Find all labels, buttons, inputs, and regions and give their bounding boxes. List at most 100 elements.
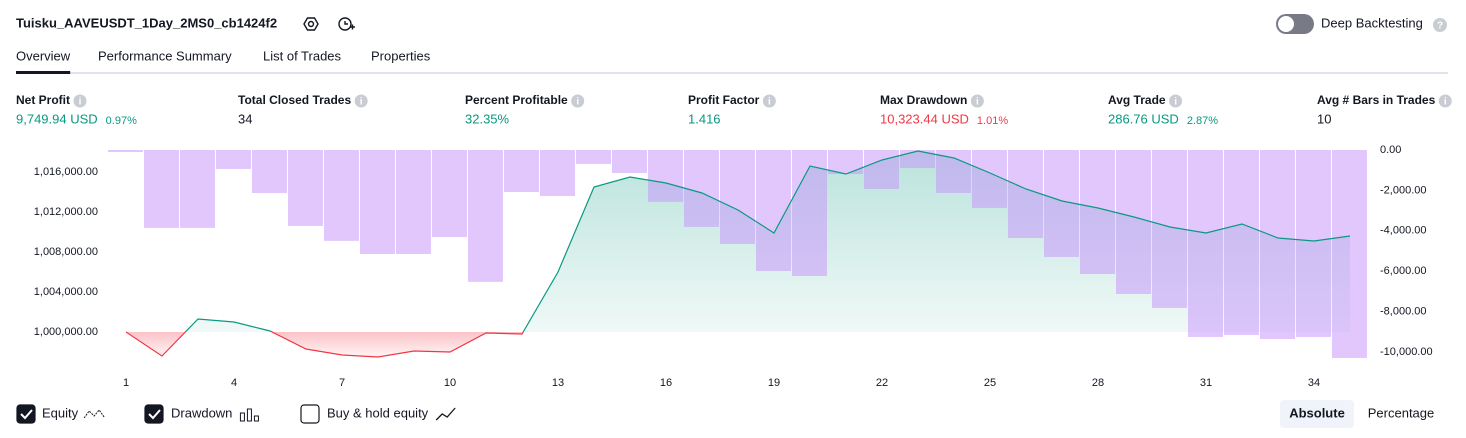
tab[interactable]: Performance Summary (98, 48, 232, 63)
checkbox[interactable] (16, 404, 36, 424)
info-icon[interactable] (354, 94, 368, 108)
toggle-label: Deep Backtesting (1321, 15, 1423, 30)
drawdown-bar (684, 150, 719, 227)
metric-label: Percent Profitable (465, 93, 568, 107)
equity-icon (83, 409, 105, 419)
mode-percentage[interactable]: Percentage (1368, 405, 1435, 420)
drawdown-bar (324, 150, 359, 241)
legend-drawdown: Drawdown (171, 405, 232, 420)
equity-line (125, 150, 1351, 358)
tab-active-underline (16, 71, 71, 74)
drawdown-bar (720, 150, 755, 244)
drawdown-bar (288, 150, 323, 226)
drawdown-bar (396, 150, 431, 254)
tab[interactable]: List of Trades (263, 48, 342, 63)
info-icon[interactable] (571, 94, 585, 108)
y-tick-label: 1,004,000.00 (34, 286, 98, 298)
y-tick-label: 1,000,000.00 (34, 326, 98, 338)
buy-hold-icon (435, 407, 456, 421)
drawdown-bar (648, 150, 683, 202)
x-tick-label: 28 (1092, 377, 1104, 389)
y2-tick-label: -6,000.00 (1380, 265, 1426, 277)
info-icon[interactable] (762, 94, 776, 108)
checkmark (20, 409, 33, 420)
y2-tick-label: -10,000.00 (1380, 346, 1433, 358)
checkbox[interactable] (300, 404, 320, 424)
drawdown-bar (1332, 150, 1367, 358)
drawdown-bar (936, 150, 971, 194)
drawdown-bar (828, 150, 863, 175)
info-glyph: i (768, 97, 771, 108)
tab[interactable]: Properties (371, 48, 431, 63)
metric-percent: 0.97% (106, 115, 137, 127)
drawdown-bar (216, 150, 251, 169)
metric-label: Net Profit (16, 93, 70, 107)
metric-percent: 1.01% (977, 115, 1008, 127)
settings-icon[interactable] (303, 17, 319, 31)
mode-active-bg[interactable] (1280, 400, 1354, 428)
drawdown-icon (239, 412, 245, 422)
drawdown-bar (468, 150, 503, 282)
metric-value: 286.76 USD (1108, 111, 1179, 126)
x-tick-label: 19 (768, 377, 780, 389)
drawdown-bar (1188, 150, 1223, 337)
info-glyph: i (576, 97, 579, 108)
y-tick-label: 1,016,000.00 (34, 166, 98, 178)
metric-value: 9,749.94 USD (16, 111, 98, 126)
metric-label: Avg Trade (1108, 93, 1166, 107)
drawdown-bar (108, 150, 143, 153)
x-tick-label: 34 (1308, 377, 1320, 389)
drawdown-bar (252, 150, 287, 194)
help-icon[interactable] (1433, 18, 1447, 32)
legend-buy-hold: Buy & hold equity (327, 405, 429, 420)
metric-value: 34 (238, 111, 252, 126)
metric-value: 10 (1317, 111, 1331, 126)
x-tick-label: 25 (984, 377, 996, 389)
y2-tick-label: -8,000.00 (1380, 305, 1426, 317)
drawdown-bar (540, 150, 575, 197)
help-icon-glyph: ? (1437, 21, 1443, 32)
metric-percent: 2.87% (1187, 115, 1218, 127)
info-icon[interactable] (970, 94, 984, 108)
info-icon[interactable] (1169, 94, 1183, 108)
metric-value: 32.35% (465, 111, 510, 126)
y2-tick-label: -2,000.00 (1380, 184, 1426, 196)
drawdown-bar (1080, 150, 1115, 274)
y2-tick-label: -4,000.00 (1380, 225, 1426, 237)
tab[interactable]: Overview (16, 48, 71, 63)
info-glyph: i (1444, 97, 1447, 108)
drawdown-bar (756, 150, 791, 271)
x-tick-label: 1 (123, 377, 129, 389)
info-glyph: i (1174, 97, 1177, 108)
mode-absolute[interactable]: Absolute (1289, 405, 1345, 420)
info-icon[interactable] (1438, 94, 1452, 108)
checkmark (148, 409, 161, 420)
metric-value: 10,323.44 USD (880, 111, 969, 126)
metric-label: Avg # Bars in Trades (1317, 93, 1436, 107)
drawdown-bar (576, 150, 611, 164)
replay-icon[interactable] (338, 17, 355, 31)
drawdown-bar (792, 150, 827, 276)
y-tick-label: 1,012,000.00 (34, 206, 98, 218)
y2-tick-label: 0.00 (1380, 144, 1401, 156)
info-glyph: i (79, 97, 82, 108)
x-tick-label: 22 (876, 377, 888, 389)
drawdown-bar (1116, 150, 1151, 294)
deep-backtesting-toggle[interactable] (1276, 14, 1314, 34)
x-tick-label: 10 (444, 377, 456, 389)
drawdown-bar (180, 150, 215, 228)
drawdown-bar (1008, 150, 1043, 239)
info-icon[interactable] (73, 94, 87, 108)
drawdown-bar (1296, 150, 1331, 337)
drawdown-bar (864, 150, 899, 189)
checkbox[interactable] (144, 404, 164, 424)
drawdown-bar (612, 150, 647, 174)
x-tick-label: 16 (660, 377, 672, 389)
legend-equity: Equity (42, 405, 79, 420)
x-tick-label: 7 (339, 377, 345, 389)
metric-value: 1.416 (688, 111, 721, 126)
drawdown-bar (1260, 150, 1295, 339)
y-tick-label: 1,008,000.00 (34, 246, 98, 258)
info-glyph: i (976, 97, 979, 108)
metric-label: Total Closed Trades (238, 93, 351, 107)
